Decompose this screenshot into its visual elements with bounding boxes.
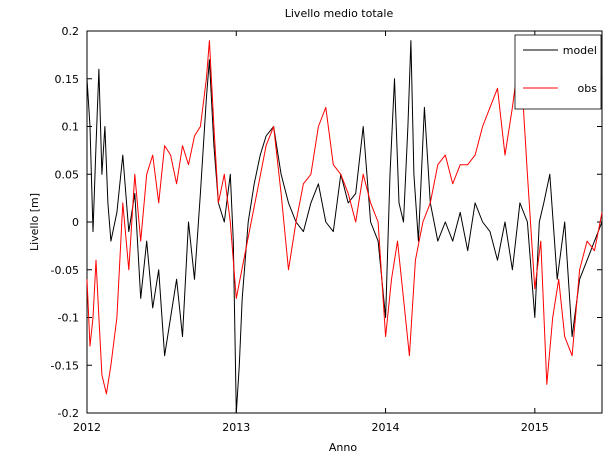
y-tick-label: 0.2 [62, 25, 80, 38]
legend: model obs [514, 34, 602, 110]
x-tick-label: 2014 [372, 421, 400, 434]
x-axis: 2012 2013 2014 2015 [73, 31, 549, 434]
y-tick-label: 0.05 [55, 168, 80, 181]
y-tick-label: -0.1 [58, 312, 79, 325]
chart-title: Livello medio totale [285, 7, 394, 20]
y-axis-label: Livello [m] [28, 193, 41, 251]
y-tick-label: -0.05 [51, 264, 79, 277]
legend-box [514, 34, 602, 110]
y-tick-label: 0.15 [55, 73, 80, 86]
y-tick-label: -0.2 [58, 407, 79, 420]
y-tick-label: 0.1 [62, 121, 80, 134]
legend-label-obs: obs [578, 82, 598, 95]
x-tick-label: 2012 [73, 421, 101, 434]
series-layer [86, 40, 603, 414]
series-line-model [86, 40, 603, 414]
y-tick-label: -0.15 [51, 359, 79, 372]
x-tick-label: 2015 [521, 421, 549, 434]
y-tick-label: 0 [72, 216, 79, 229]
x-axis-label: Anno [329, 441, 357, 454]
y-axis: -0.2 -0.15 -0.1 -0.05 0 0.05 0.1 0.15 0.2 [51, 25, 602, 420]
x-tick-label: 2013 [222, 421, 250, 434]
series-line-obs [86, 40, 603, 395]
legend-label-model: model [563, 44, 597, 57]
